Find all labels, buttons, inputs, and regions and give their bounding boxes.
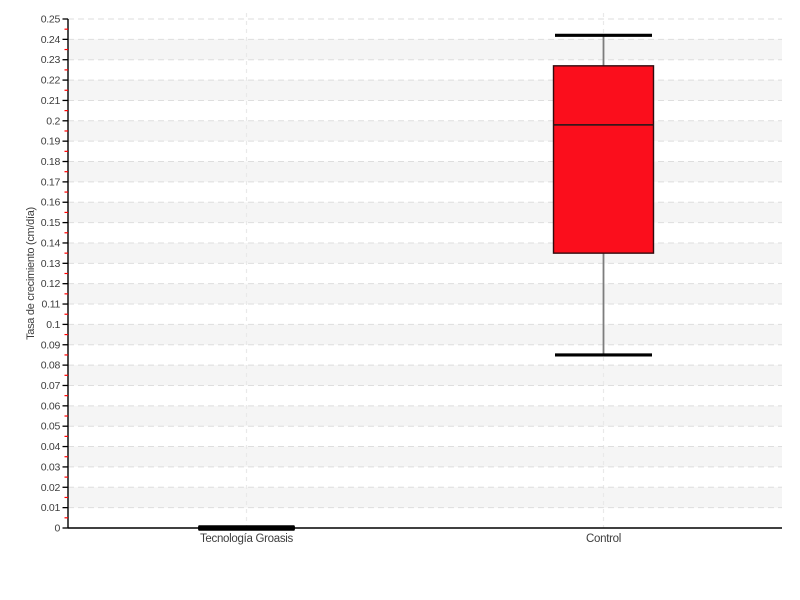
band — [68, 242, 782, 264]
y-tick-label: 0.16 — [41, 197, 61, 209]
y-tick-label: 0.17 — [41, 176, 61, 188]
y-tick-label: 0.13 — [41, 258, 61, 270]
y-tick-label: 0.09 — [41, 339, 61, 351]
y-tick-label: 0.25 — [41, 14, 61, 26]
band — [68, 80, 782, 101]
y-tick-label: 0.15 — [41, 217, 61, 229]
y-tick-label: 0.01 — [41, 502, 61, 514]
y-tick-label: 0.11 — [42, 299, 61, 311]
band — [68, 39, 782, 60]
y-tick-label: 0.22 — [41, 75, 61, 87]
box-control — [552, 33, 655, 357]
band — [68, 324, 782, 345]
band — [68, 202, 782, 223]
band — [68, 283, 782, 305]
plot-bands — [68, 39, 782, 508]
x-category-label: Tecnología Groasis — [200, 533, 294, 545]
band — [68, 405, 782, 427]
y-tick-label: 0.2 — [46, 115, 60, 127]
y-tick-label: 0.08 — [41, 360, 61, 372]
y-tick-label: 0.19 — [41, 136, 61, 148]
y-tick-label: 0.14 — [41, 237, 61, 249]
x-category-label: Control — [586, 533, 621, 545]
y-tick-label: 0.21 — [41, 95, 61, 107]
band — [68, 446, 782, 467]
iqr-box — [552, 65, 655, 254]
y-tick-label: 0.23 — [41, 54, 61, 66]
y-tick-label: 0.05 — [41, 421, 61, 433]
y-tick-label: 0.02 — [41, 482, 61, 494]
y-tick-label: 0.06 — [41, 400, 61, 412]
y-tick-label: 0.07 — [41, 380, 61, 392]
band — [68, 161, 782, 182]
y-tick-label: 0.04 — [41, 441, 61, 453]
h-gridlines — [68, 18, 782, 509]
y-tick-label: 0.03 — [41, 461, 61, 473]
band — [68, 365, 782, 386]
y-axis: 0 0.01 0.02 0.03 0.04 0.05 0.06 0.07 0.08 0.09 0.1… — [25, 14, 69, 535]
y-tick-label: 0 — [54, 523, 60, 535]
band — [68, 487, 782, 508]
x-axis: Tecnología Groasis Control — [68, 527, 782, 545]
y-tick-label: 0.12 — [41, 278, 61, 290]
box-tecnolog-a-groasis — [198, 525, 295, 531]
y-tick-label: 0.24 — [41, 34, 61, 46]
y-tick-label: 0.1 — [46, 319, 60, 331]
y-tick-label: 0.18 — [41, 156, 61, 168]
y-axis-title: Tasa de crecimiento (cm/día) — [25, 207, 37, 340]
collapsed-box — [198, 525, 295, 531]
band — [68, 120, 782, 142]
